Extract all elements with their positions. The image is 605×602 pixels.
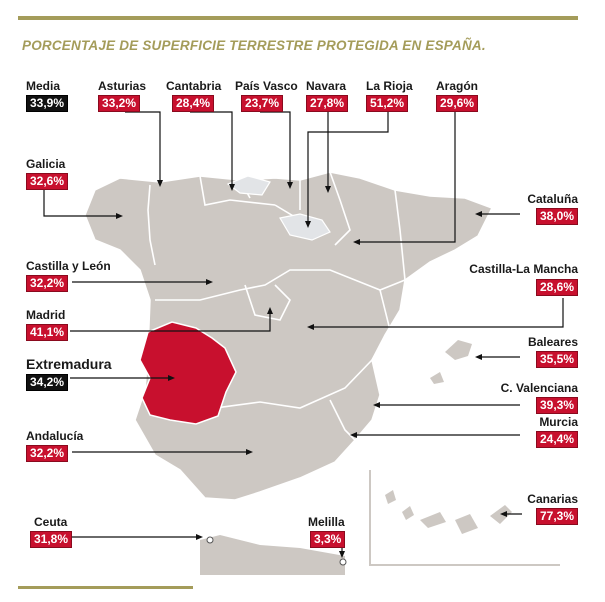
- label-ceuta: Ceuta: [34, 515, 68, 529]
- value-castilla-mancha: 28,6%: [535, 279, 578, 296]
- value-canarias: 77,3%: [535, 508, 578, 525]
- label-baleares: Baleares: [527, 335, 578, 349]
- label-cantabria: Cantabria: [166, 79, 222, 93]
- value-ceuta: 31,8%: [30, 531, 73, 548]
- label-castilla-leon: Castilla y León: [26, 259, 111, 273]
- label-aragon: Aragón: [436, 79, 478, 93]
- label-la-rioja: La Rioja: [366, 79, 413, 93]
- label-madrid: Madrid: [26, 308, 66, 322]
- canarias-inset-frame: [369, 470, 560, 566]
- label-canarias: Canarias: [527, 492, 578, 506]
- cantabria-region: [226, 175, 271, 196]
- value-melilla: 3,3%: [310, 531, 346, 548]
- label-extremadura: Extremadura: [26, 356, 112, 372]
- region-borders: [147, 171, 406, 441]
- value-asturias: 33,2%: [98, 95, 141, 112]
- label-media: Media: [26, 79, 61, 93]
- value-madrid: 41,1%: [26, 324, 69, 341]
- map-title: PORCENTAJE DE SUPERFICIE TERRESTRE PROTE…: [22, 38, 486, 53]
- canarias-islands: [385, 490, 512, 534]
- bottom-rule: [18, 586, 193, 589]
- value-la-rioja: 51,2%: [366, 95, 409, 112]
- north-africa-coast: [200, 535, 345, 575]
- ceuta-dot: [206, 536, 214, 544]
- value-cantabria: 28,4%: [172, 95, 215, 112]
- melilla-dot: [339, 558, 347, 566]
- arrow-heads: [116, 180, 507, 558]
- value-aragon: 29,6%: [436, 95, 479, 112]
- value-andalucia: 32,2%: [26, 445, 69, 462]
- label-pais-vasco: País Vasco: [235, 79, 298, 93]
- label-melilla: Melilla: [308, 515, 345, 529]
- label-valenciana: C. Valenciana: [500, 381, 578, 395]
- value-murcia: 24,4%: [535, 431, 578, 448]
- label-galicia: Galicia: [26, 157, 66, 171]
- label-cataluna: Cataluña: [527, 192, 578, 206]
- value-castilla-leon: 32,2%: [26, 275, 69, 292]
- leader-lines: [43, 111, 564, 555]
- top-rule: [18, 16, 578, 20]
- value-extremadura: 34,2%: [26, 374, 69, 391]
- value-valenciana: 39,3%: [535, 397, 578, 414]
- value-baleares: 35,5%: [535, 351, 578, 368]
- label-navarra: Navara: [306, 79, 347, 93]
- la-rioja-region: [279, 213, 331, 241]
- value-pais-vasco: 23,7%: [241, 95, 284, 112]
- label-andalucia: Andalucía: [26, 429, 84, 443]
- label-murcia: Murcia: [539, 415, 578, 429]
- baleares-islands: [430, 340, 472, 384]
- value-cataluna: 38,0%: [535, 208, 578, 225]
- label-asturias: Asturias: [98, 79, 147, 93]
- value-navarra: 27,8%: [306, 95, 349, 112]
- value-media: 33,9%: [26, 95, 69, 112]
- label-castilla-mancha: Castilla-La Mancha: [469, 262, 578, 276]
- value-galicia: 32,6%: [26, 173, 69, 190]
